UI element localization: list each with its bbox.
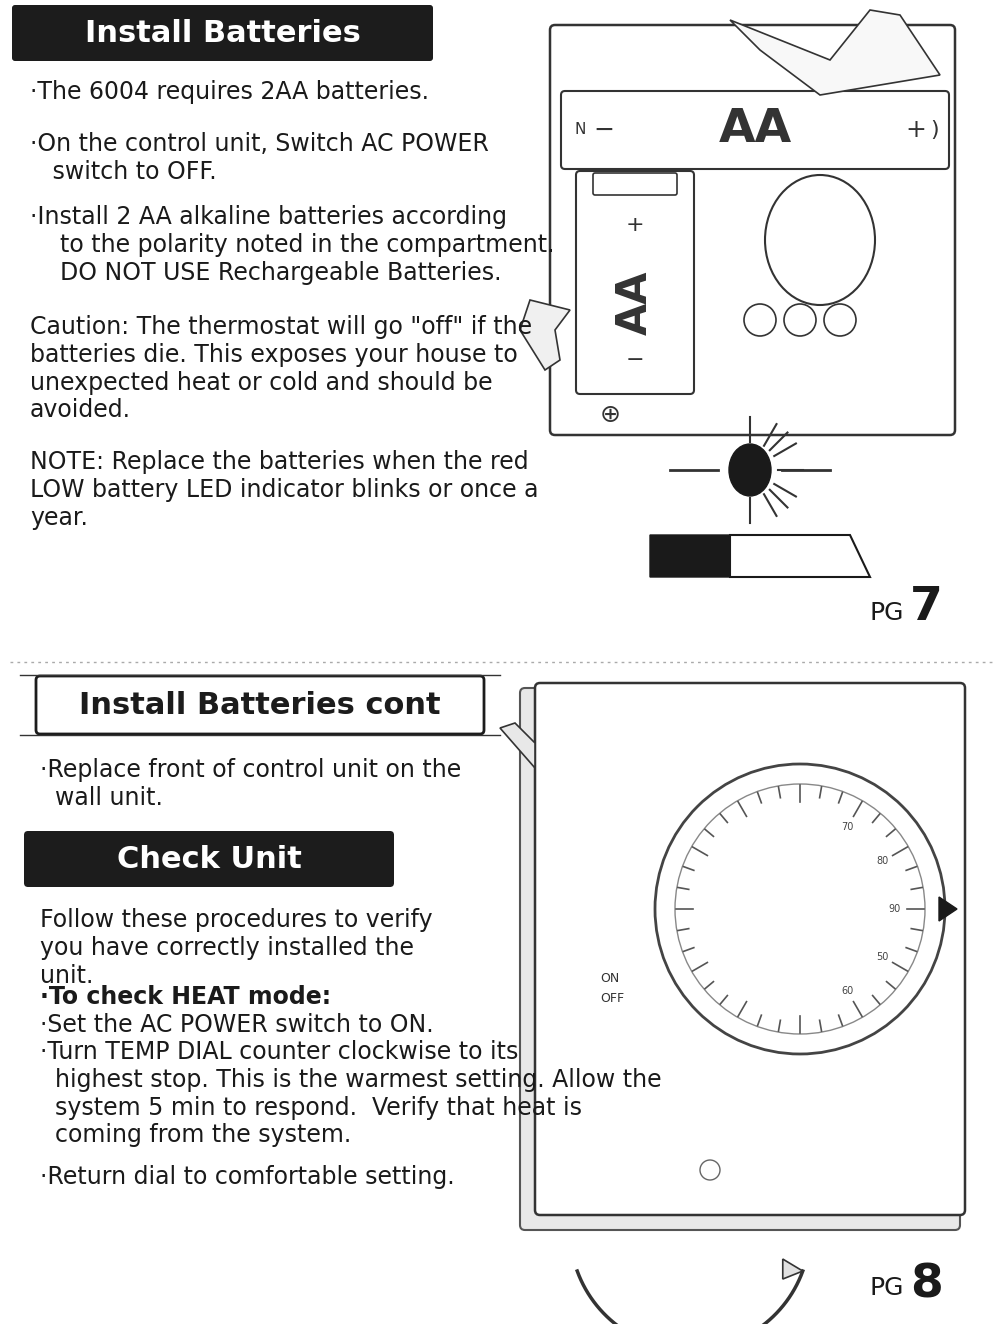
- Text: OFF: OFF: [600, 993, 624, 1005]
- Polygon shape: [650, 535, 750, 577]
- Ellipse shape: [765, 175, 875, 305]
- Polygon shape: [500, 723, 535, 768]
- Text: −: −: [593, 118, 614, 142]
- FancyBboxPatch shape: [593, 173, 677, 195]
- Text: Check Unit: Check Unit: [116, 845, 302, 874]
- Text: ON: ON: [600, 973, 619, 985]
- Text: ·On the control unit, Switch AC POWER
   switch to OFF.: ·On the control unit, Switch AC POWER sw…: [30, 132, 489, 184]
- Text: NOTE: Replace the batteries when the red
LOW battery LED indicator blinks or onc: NOTE: Replace the batteries when the red…: [30, 450, 538, 530]
- FancyBboxPatch shape: [36, 677, 484, 733]
- Text: 60: 60: [842, 986, 854, 996]
- Text: Install Batteries: Install Batteries: [84, 19, 361, 48]
- FancyBboxPatch shape: [520, 688, 960, 1230]
- FancyBboxPatch shape: [12, 5, 433, 61]
- Text: 7: 7: [910, 585, 943, 630]
- Circle shape: [784, 305, 816, 336]
- Text: −: −: [625, 350, 644, 369]
- Text: 80: 80: [876, 857, 889, 866]
- Text: ·To check HEAT mode:: ·To check HEAT mode:: [40, 985, 331, 1009]
- Polygon shape: [730, 11, 940, 95]
- Ellipse shape: [729, 444, 771, 496]
- Circle shape: [675, 784, 925, 1034]
- Text: ·The 6004 requires 2AA batteries.: ·The 6004 requires 2AA batteries.: [30, 79, 429, 105]
- Polygon shape: [783, 1259, 803, 1279]
- Circle shape: [744, 305, 776, 336]
- Polygon shape: [730, 535, 870, 577]
- Text: Caution: The thermostat will go "off" if the
batteries die. This exposes your ho: Caution: The thermostat will go "off" if…: [30, 315, 532, 422]
- Text: N: N: [575, 123, 586, 138]
- FancyBboxPatch shape: [550, 25, 955, 436]
- Text: 50: 50: [876, 952, 889, 961]
- Text: 70: 70: [842, 822, 854, 831]
- Text: ·Turn TEMP DIAL counter clockwise to its
  highest stop. This is the warmest set: ·Turn TEMP DIAL counter clockwise to its…: [40, 1039, 661, 1148]
- Text: ·Install 2 AA alkaline batteries according
    to the polarity noted in the comp: ·Install 2 AA alkaline batteries accordi…: [30, 205, 554, 285]
- Circle shape: [655, 764, 945, 1054]
- Text: PG: PG: [870, 1276, 905, 1300]
- Text: AA: AA: [718, 107, 792, 152]
- Text: ·Replace front of control unit on the
  wall unit.: ·Replace front of control unit on the wa…: [40, 759, 461, 810]
- Text: ): ): [930, 120, 939, 140]
- Circle shape: [824, 305, 856, 336]
- Polygon shape: [939, 896, 957, 922]
- Text: +: +: [625, 214, 644, 234]
- Text: +: +: [905, 118, 926, 142]
- Text: Follow these procedures to verify
you have correctly installed the
unit.: Follow these procedures to verify you ha…: [40, 908, 433, 988]
- Polygon shape: [520, 301, 570, 369]
- Text: 90: 90: [889, 904, 901, 914]
- Circle shape: [700, 1160, 720, 1180]
- FancyBboxPatch shape: [576, 171, 694, 395]
- FancyBboxPatch shape: [24, 831, 394, 887]
- FancyBboxPatch shape: [561, 91, 949, 169]
- Text: ·Set the AC POWER switch to ON.: ·Set the AC POWER switch to ON.: [40, 1013, 434, 1037]
- Text: ·Return dial to comfortable setting.: ·Return dial to comfortable setting.: [40, 1165, 455, 1189]
- Text: Install Batteries cont: Install Batteries cont: [79, 691, 441, 719]
- Text: 8: 8: [910, 1263, 943, 1308]
- Text: ⊕: ⊕: [599, 402, 620, 428]
- Text: PG: PG: [870, 601, 905, 625]
- Text: AA: AA: [614, 270, 656, 335]
- FancyBboxPatch shape: [535, 683, 965, 1215]
